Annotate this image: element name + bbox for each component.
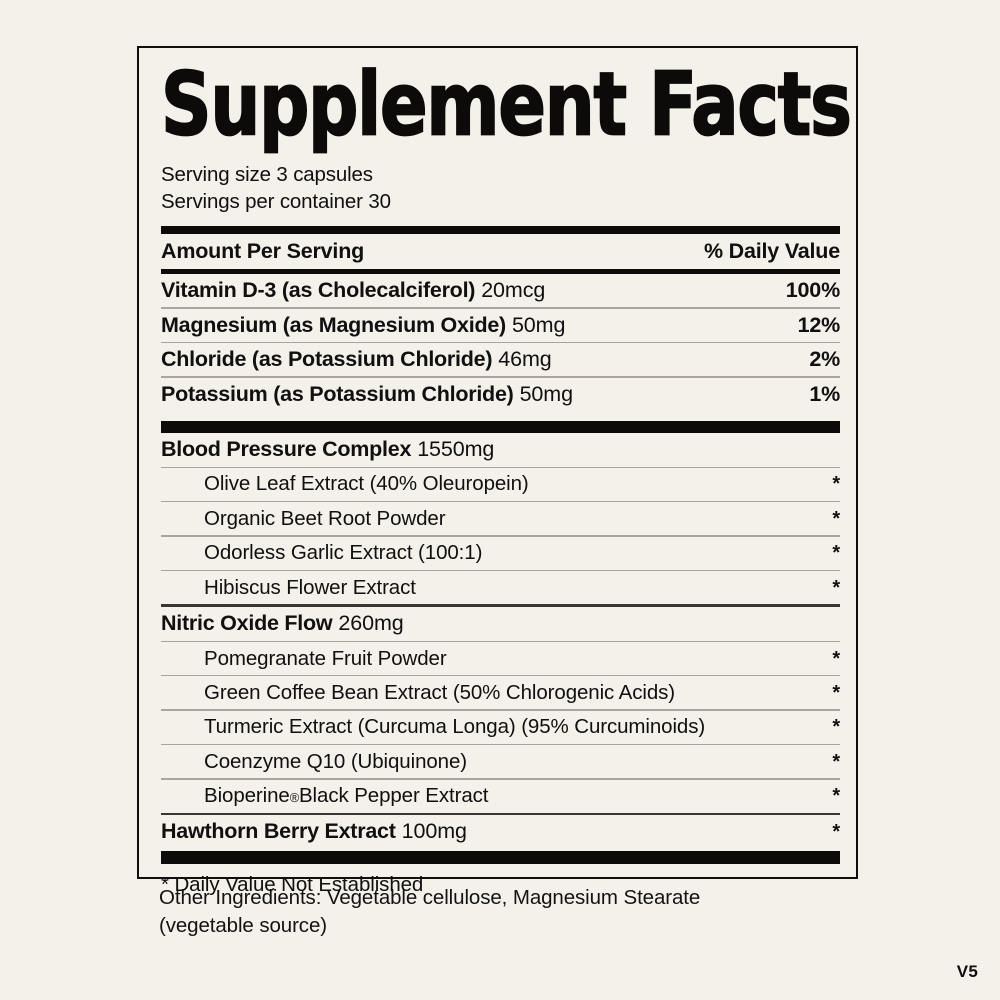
ingredient-daily-value: *: [832, 647, 840, 670]
ingredient-name: Turmeric Extract (Curcuma Longa) (95% Cu…: [204, 715, 706, 739]
ingredient-name: Odorless Garlic Extract (100:1): [204, 541, 483, 565]
ingredient-daily-value: *: [832, 785, 840, 808]
ingredient-daily-value: *: [832, 681, 840, 704]
column-headers-row: Amount Per Serving % Daily Value: [161, 234, 840, 269]
table-row: Vitamin D-3 (as Cholecalciferol) 20mcg 1…: [161, 274, 840, 307]
nutrient-amount: 46mg: [498, 347, 552, 372]
standalone-amount: 100mg: [401, 819, 467, 844]
standalone-daily-value: *: [832, 821, 840, 844]
row-divider: [161, 778, 840, 780]
blend-name: Blood Pressure Complex: [161, 436, 412, 461]
standalone-name: Hawthorn Berry Extract: [161, 819, 396, 844]
nutrient-name: Chloride (as Potassium Chloride): [161, 347, 493, 372]
row-divider: [161, 466, 840, 468]
table-row: Chloride (as Potassium Chloride) 46mg 2%: [161, 343, 840, 376]
ingredient-daily-value: *: [832, 473, 840, 496]
other-ingredients-line-1: Other Ingredients: Vegetable cellulose, …: [159, 886, 701, 909]
section-divider: [161, 812, 840, 816]
ingredient-name: Green Coffee Bean Extract (50% Chlorogen…: [204, 680, 676, 704]
nutrient-amount: 50mg: [511, 312, 566, 337]
other-ingredients: Other Ingredients: Vegetable cellulose, …: [159, 884, 899, 941]
ingredient-daily-value: *: [832, 542, 840, 565]
row-divider: [161, 376, 840, 378]
table-row: Turmeric Extract (Curcuma Longa) (95% Cu…: [161, 711, 840, 744]
nutrient-daily-value: 2%: [809, 347, 840, 372]
nutrient-daily-value: 12%: [797, 312, 841, 337]
daily-value-header: % Daily Value: [703, 239, 840, 264]
blend-header-row: Nitric Oxide Flow 260mg: [161, 607, 840, 641]
ingredient-name: Pomegranate Fruit Powder: [204, 646, 447, 670]
serving-size: Serving size 3 capsules: [161, 162, 373, 186]
version-mark: V5: [956, 962, 978, 981]
ingredient-name: Organic Beet Root Powder: [204, 506, 446, 530]
ingredient-name: Bioperine ® Black Pepper Extract: [204, 784, 489, 808]
blend-header-row: Blood Pressure Complex 1550mg: [161, 433, 840, 467]
table-row: Organic Beet Root Powder *: [161, 502, 840, 535]
table-row: Magnesium (as Magnesium Oxide) 50mg 12%: [161, 309, 840, 342]
table-row: Olive Leaf Extract (40% Oleuropein) *: [161, 468, 840, 501]
ingredient-name: Hibiscus Flower Extract: [204, 575, 416, 599]
nutrient-name: Potassium (as Potassium Chloride): [161, 381, 514, 406]
row-divider: [161, 640, 840, 643]
blend-amount: 1550mg: [417, 436, 495, 461]
nutrient-daily-value: 1%: [809, 381, 840, 406]
ingredient-name: Olive Leaf Extract (40% Oleuropein): [204, 472, 529, 496]
row-divider: [161, 535, 840, 537]
table-row: Hibiscus Flower Extract *: [161, 571, 840, 604]
ingredient-daily-value: *: [832, 507, 840, 530]
table-row: Coenzyme Q10 (Ubiquinone) *: [161, 745, 840, 778]
nutrient-name: Vitamin D-3 (as Cholecalciferol): [161, 278, 476, 303]
nutrient-amount: 20mcg: [481, 278, 546, 303]
nutrient-daily-value: 100%: [785, 278, 840, 303]
ingredient-daily-value: *: [832, 716, 840, 739]
table-row: Odorless Garlic Extract (100:1) *: [161, 537, 840, 570]
nutrient-name: Magnesium (as Magnesium Oxide): [161, 312, 506, 337]
row-divider: [161, 569, 840, 572]
ingredient-daily-value: *: [832, 576, 840, 599]
page-title: Supplement Facts: [160, 55, 853, 156]
table-row: Green Coffee Bean Extract (50% Chlorogen…: [161, 676, 840, 709]
amount-per-serving-header: Amount Per Serving: [161, 239, 365, 264]
table-row: Potassium (as Potassium Chloride) 50mg 1…: [161, 378, 840, 411]
table-row: Bioperine ® Black Pepper Extract *: [161, 780, 840, 813]
row-divider: [161, 500, 840, 503]
row-divider: [161, 307, 840, 309]
row-divider: [161, 743, 840, 746]
blend-name: Nitric Oxide Flow: [161, 610, 333, 635]
divider-thick-blend: [161, 420, 840, 433]
divider-thick-bottom: [161, 851, 840, 865]
row-divider: [161, 675, 840, 677]
section-divider: [161, 604, 840, 607]
row-divider: [161, 709, 840, 711]
table-row: Pomegranate Fruit Powder *: [161, 642, 840, 675]
supplement-facts-panel: Supplement Facts Serving size 3 capsules…: [137, 46, 858, 896]
panel-content: Supplement Facts Serving size 3 capsules…: [160, 55, 853, 897]
servings-per-container: Servings per container 30: [161, 190, 391, 214]
row-divider: [161, 341, 840, 344]
standalone-ingredient-row: Hawthorn Berry Extract 100mg *: [161, 815, 840, 849]
blend-amount: 260mg: [338, 610, 404, 635]
other-ingredients-line-2: (vegetable source): [159, 914, 327, 938]
ingredient-name: Coenzyme Q10 (Ubiquinone): [204, 749, 467, 773]
ingredient-daily-value: *: [832, 750, 840, 773]
divider-thick-top: [161, 226, 840, 235]
serving-info: Serving size 3 capsules Servings per con…: [161, 161, 840, 216]
footnote: * Daily Value Not Established: [161, 873, 424, 897]
divider-medium: [161, 269, 840, 275]
nutrient-amount: 50mg: [519, 381, 573, 406]
